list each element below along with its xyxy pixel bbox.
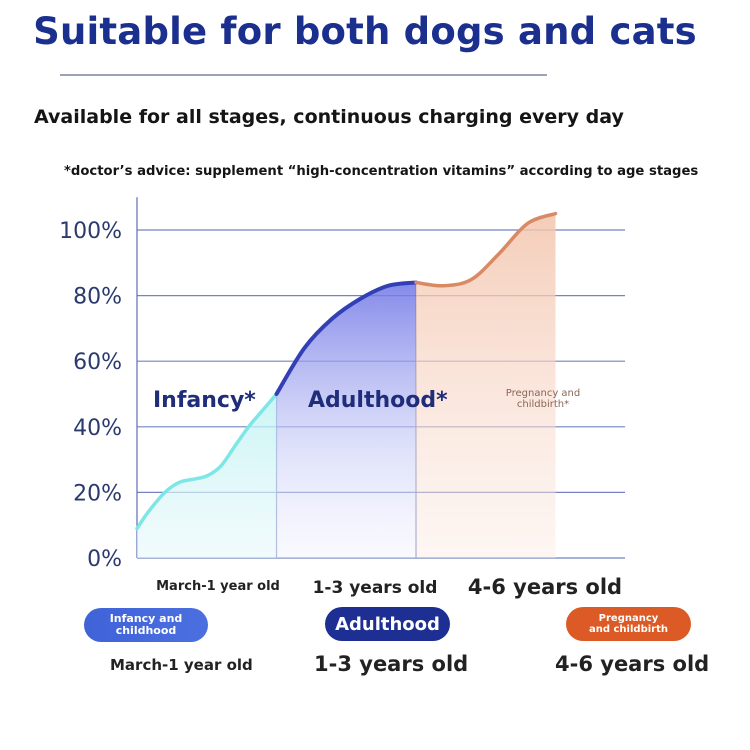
- label-layer: 0% 20% 40% 60% 80% 100% Infancy* Adulthood* Preg…: [59, 219, 622, 599]
- stage-label-pregnancy: Pregnancy and childbirth*: [506, 388, 580, 410]
- line-infancy: [135, 392, 279, 531]
- x-tick-label: 1-3 years old: [313, 578, 438, 598]
- y-tick-label: 80%: [73, 285, 122, 310]
- stage-label-infancy: Infancy*: [153, 388, 256, 413]
- y-tick-label: 60%: [73, 350, 122, 375]
- line-pregnancy: [414, 211, 558, 288]
- y-tick-label: 100%: [59, 219, 122, 244]
- area-pregnancy: [416, 213, 556, 558]
- area-layer: [137, 213, 556, 558]
- y-tick-label: 20%: [73, 481, 122, 506]
- pregnancy-pill: Pregnancy and childbirth: [566, 607, 691, 641]
- age-label-adulthood: 1-3 years old: [314, 652, 469, 676]
- area-adulthood: [276, 282, 416, 558]
- line-adulthood: [274, 280, 418, 396]
- x-tick-label: 4-6 years old: [468, 575, 622, 599]
- infancy-pill: Infancy and childhood: [84, 608, 208, 642]
- x-tick-label: March-1 year old: [156, 579, 280, 594]
- stage-label-adulthood: Adulthood*: [308, 388, 448, 413]
- age-label-infancy: March-1 year old: [110, 656, 253, 674]
- age-label-pregnancy: 4-6 years old: [555, 652, 710, 676]
- y-tick-label: 0%: [87, 547, 122, 572]
- growth-chart: 0% 20% 40% 60% 80% 100% Infancy* Adulthood* Preg…: [59, 197, 625, 599]
- doctor-note: *doctor’s advice: supplement “high-conce…: [64, 164, 699, 179]
- y-tick-label: 40%: [73, 416, 122, 441]
- title-divider: [60, 74, 547, 76]
- page-title: Suitable for both dogs and cats: [33, 10, 697, 53]
- line-layer: [135, 211, 558, 531]
- adulthood-pill: Adulthood: [325, 607, 450, 641]
- subtitle: Available for all stages, continuous cha…: [34, 106, 624, 128]
